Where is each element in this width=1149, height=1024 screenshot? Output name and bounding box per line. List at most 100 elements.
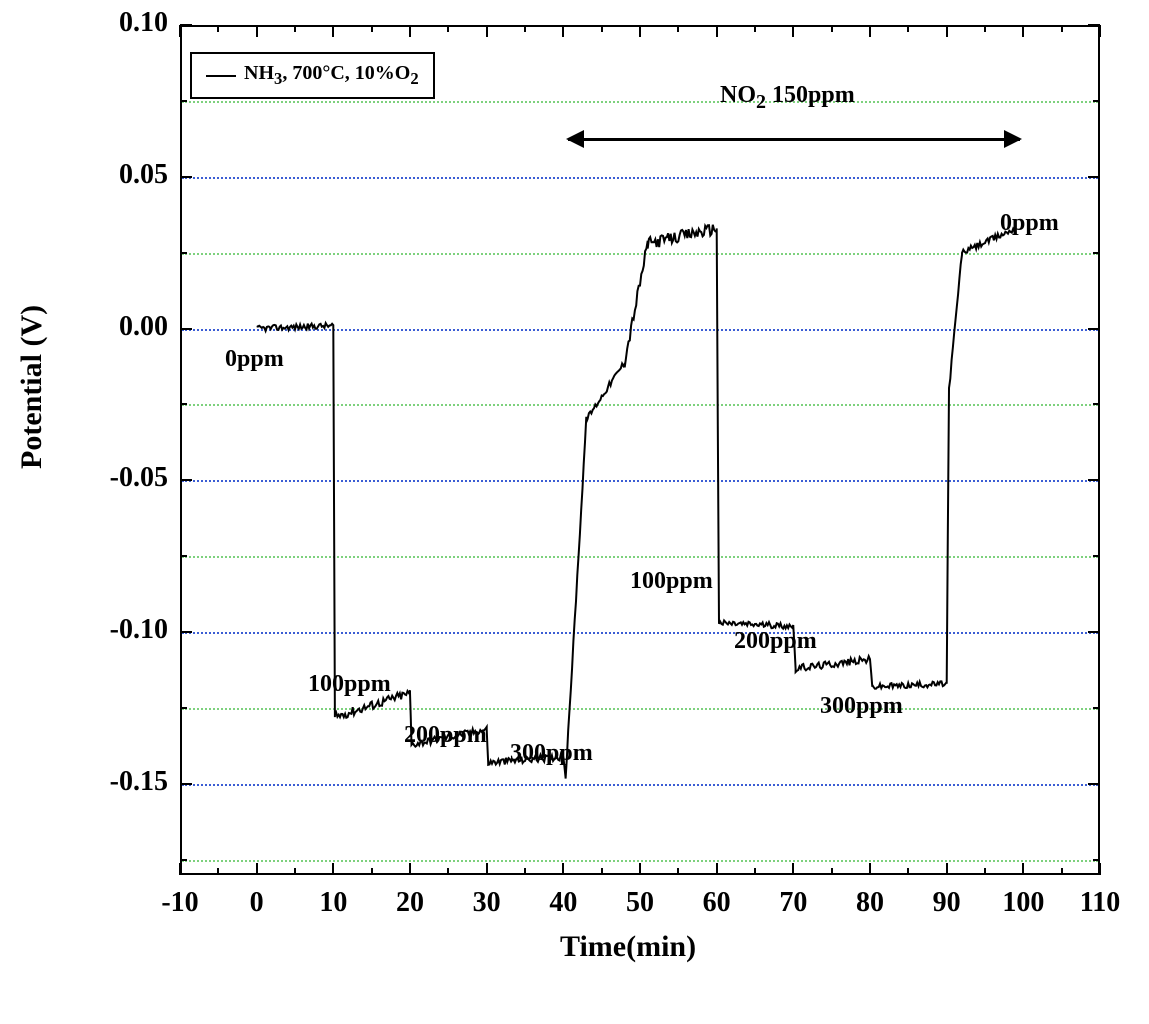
x-tick — [179, 25, 181, 37]
x-tick-label: 40 — [533, 887, 593, 919]
x-tick-label: 80 — [840, 887, 900, 919]
x-minor-tick — [371, 868, 373, 875]
x-minor-tick — [524, 25, 526, 32]
x-minor-tick — [984, 25, 986, 32]
arrow-line — [568, 138, 1020, 141]
x-minor-tick — [294, 868, 296, 875]
x-tick-label: 110 — [1070, 887, 1130, 919]
ppm-annotation-7: 0ppm — [1000, 210, 1059, 237]
x-minor-tick — [677, 868, 679, 875]
arrow-annotation-text: NO2 150ppm — [720, 82, 855, 114]
y-minor-tick — [1093, 100, 1100, 102]
x-tick — [1022, 25, 1024, 37]
x-minor-tick — [371, 25, 373, 32]
y-minor-tick — [1093, 555, 1100, 557]
x-tick — [716, 863, 718, 875]
x-minor-tick — [677, 25, 679, 32]
y-minor-tick — [180, 403, 187, 405]
x-tick-label: 30 — [457, 887, 517, 919]
x-tick-label: 50 — [610, 887, 670, 919]
ppm-annotation-6: 300ppm — [820, 693, 903, 720]
y-tick — [1088, 479, 1100, 481]
y-minor-tick — [1093, 707, 1100, 709]
y-tick-label: 0.00 — [78, 311, 168, 343]
y-tick-label: -0.15 — [78, 766, 168, 798]
x-tick — [562, 25, 564, 37]
y-tick — [180, 631, 192, 633]
x-minor-tick — [524, 868, 526, 875]
x-tick — [562, 863, 564, 875]
x-minor-tick — [907, 868, 909, 875]
x-tick — [409, 25, 411, 37]
legend-line-icon — [206, 75, 236, 77]
y-tick — [180, 176, 192, 178]
x-tick — [869, 863, 871, 875]
x-minor-tick — [217, 868, 219, 875]
x-minor-tick — [754, 25, 756, 32]
x-tick — [869, 25, 871, 37]
chart-container: Potential (V) Time(min) NH3, 700°C, 10%O… — [0, 0, 1149, 1024]
y-tick-label: -0.10 — [78, 614, 168, 646]
x-tick — [1099, 25, 1101, 37]
ppm-annotation-3: 300ppm — [510, 740, 593, 767]
x-tick — [332, 25, 334, 37]
y-tick — [1088, 631, 1100, 633]
x-tick — [486, 25, 488, 37]
arrow-head-right — [1004, 130, 1022, 148]
x-minor-tick — [601, 868, 603, 875]
x-tick — [716, 25, 718, 37]
x-minor-tick — [217, 25, 219, 32]
x-tick — [639, 863, 641, 875]
x-tick-label: 90 — [917, 887, 977, 919]
plot-area — [180, 25, 1100, 875]
ppm-annotation-0: 0ppm — [225, 346, 284, 373]
ppm-annotation-5: 200ppm — [734, 628, 817, 655]
x-tick-label: 70 — [763, 887, 823, 919]
y-tick — [180, 479, 192, 481]
x-tick — [179, 863, 181, 875]
x-minor-tick — [1061, 25, 1063, 32]
x-minor-tick — [447, 25, 449, 32]
x-axis-label: Time(min) — [560, 930, 696, 964]
x-tick — [332, 863, 334, 875]
y-minor-tick — [180, 100, 187, 102]
x-tick — [256, 863, 258, 875]
x-minor-tick — [831, 25, 833, 32]
y-tick-label: 0.10 — [78, 7, 168, 39]
legend-text: NH3, 700°C, 10%O2 — [244, 62, 419, 89]
x-tick-label: 10 — [303, 887, 363, 919]
x-tick — [792, 863, 794, 875]
x-minor-tick — [601, 25, 603, 32]
ppm-annotation-4: 100ppm — [630, 568, 713, 595]
x-tick — [486, 863, 488, 875]
x-tick-label: -10 — [150, 887, 210, 919]
x-minor-tick — [1061, 868, 1063, 875]
x-tick — [1099, 863, 1101, 875]
y-tick — [180, 24, 192, 26]
y-minor-tick — [180, 555, 187, 557]
ppm-annotation-2: 200ppm — [404, 722, 487, 749]
x-minor-tick — [831, 868, 833, 875]
y-tick — [180, 783, 192, 785]
y-tick — [1088, 328, 1100, 330]
x-tick-label: 20 — [380, 887, 440, 919]
x-tick — [256, 25, 258, 37]
y-tick — [1088, 176, 1100, 178]
x-minor-tick — [447, 868, 449, 875]
y-tick-label: 0.05 — [78, 159, 168, 191]
x-tick — [946, 25, 948, 37]
x-tick — [792, 25, 794, 37]
x-tick-label: 60 — [687, 887, 747, 919]
x-minor-tick — [294, 25, 296, 32]
y-tick — [180, 328, 192, 330]
y-minor-tick — [180, 859, 187, 861]
y-minor-tick — [1093, 403, 1100, 405]
y-minor-tick — [1093, 252, 1100, 254]
y-minor-tick — [1093, 859, 1100, 861]
x-tick — [1022, 863, 1024, 875]
y-tick — [1088, 783, 1100, 785]
x-minor-tick — [754, 868, 756, 875]
x-tick-label: 0 — [227, 887, 287, 919]
x-minor-tick — [907, 25, 909, 32]
y-axis-label: Potential (V) — [15, 429, 49, 469]
